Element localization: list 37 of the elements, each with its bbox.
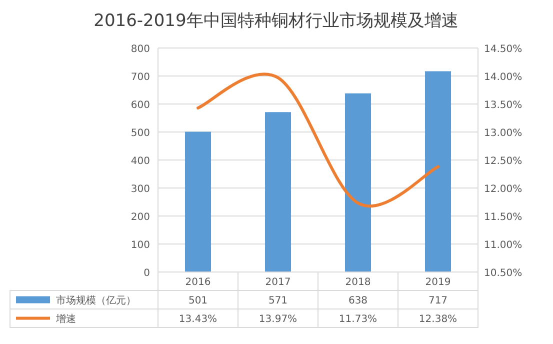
y2-tick-label: 13.00% bbox=[484, 128, 522, 139]
bar bbox=[265, 112, 291, 272]
y2-tick-label: 14.00% bbox=[484, 72, 522, 83]
y-tick-label: 300 bbox=[130, 184, 150, 195]
y2-tick-label: 10.50% bbox=[484, 268, 522, 279]
x-tick-label: 2018 bbox=[345, 277, 371, 288]
data-label: 501 bbox=[188, 296, 208, 306]
y2-tick-label: 11.00% bbox=[484, 240, 522, 251]
bar bbox=[185, 132, 211, 272]
data-label: 13.43% bbox=[178, 314, 218, 325]
y2-tick-label: 14.50% bbox=[484, 44, 522, 55]
data-label: 638 bbox=[348, 296, 368, 306]
y-tick-label: 600 bbox=[130, 100, 150, 111]
y2-tick-label: 13.50% bbox=[484, 100, 522, 111]
y2-tick-label: 12.50% bbox=[484, 156, 522, 167]
y-tick-label: 200 bbox=[130, 212, 150, 223]
data-label: 717 bbox=[428, 296, 448, 306]
data-label: 571 bbox=[268, 296, 288, 306]
legend-label: 增速 bbox=[55, 313, 76, 325]
y2-tick-label: 11.50% bbox=[484, 212, 522, 223]
legend-label: 市场规模（亿元） bbox=[56, 294, 136, 306]
chart-title: 2016-2019年中国特种铜材行业市场规模及增速 bbox=[94, 11, 458, 31]
y-tick-label: 100 bbox=[130, 240, 150, 251]
y-tick-label: 700 bbox=[130, 72, 150, 83]
data-label: 11.73% bbox=[338, 314, 378, 325]
data-label: 13.97% bbox=[258, 314, 298, 325]
x-tick-label: 2019 bbox=[425, 277, 451, 288]
y-tick-label: 400 bbox=[130, 156, 150, 167]
y2-tick-label: 12.00% bbox=[484, 184, 522, 195]
x-tick-label: 2017 bbox=[265, 277, 291, 288]
x-tick-label: 2016 bbox=[185, 277, 211, 288]
bar bbox=[425, 71, 451, 272]
bar bbox=[345, 93, 371, 272]
y-tick-label: 0 bbox=[144, 268, 150, 279]
y-tick-label: 800 bbox=[130, 44, 150, 55]
y-tick-label: 500 bbox=[130, 128, 150, 139]
data-label: 12.38% bbox=[418, 314, 458, 325]
